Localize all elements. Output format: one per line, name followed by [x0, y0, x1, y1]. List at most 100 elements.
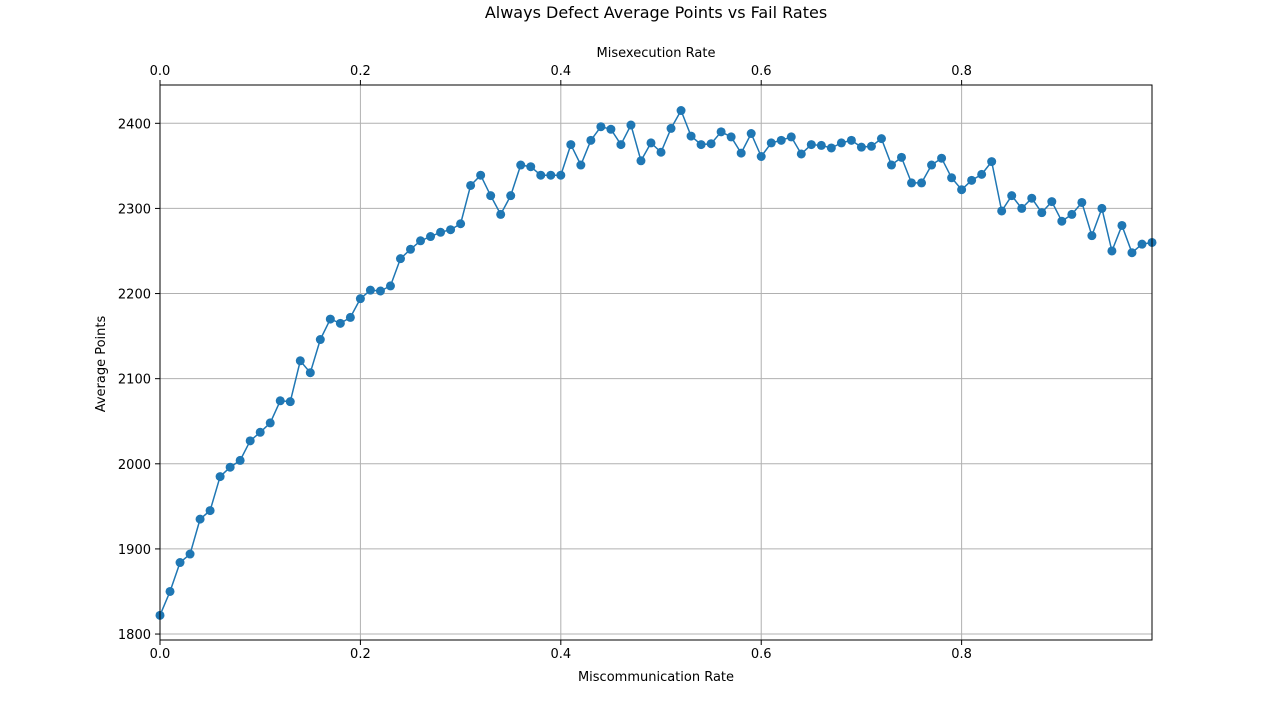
data-point — [516, 160, 526, 170]
data-point — [836, 138, 846, 148]
data-point — [556, 170, 566, 180]
data-point — [1087, 231, 1097, 241]
data-point — [365, 285, 375, 295]
data-point — [626, 120, 636, 130]
data-point — [486, 191, 496, 201]
y-tick-label: 2300 — [118, 202, 151, 217]
data-point — [466, 180, 476, 190]
data-point — [315, 335, 325, 345]
data-point — [1007, 191, 1017, 201]
top-tick-label: 0.8 — [951, 64, 972, 79]
data-point — [265, 418, 275, 428]
data-point — [886, 160, 896, 170]
data-point — [345, 312, 355, 322]
data-point — [646, 138, 656, 148]
data-point — [1077, 197, 1087, 207]
plot-frame — [159, 84, 1153, 641]
data-point — [195, 514, 205, 524]
data-point — [205, 506, 215, 516]
data-point — [1027, 193, 1037, 203]
data-point — [1137, 239, 1147, 249]
data-point — [586, 135, 596, 145]
data-point — [756, 152, 766, 162]
data-point — [185, 549, 195, 559]
top-tick-label: 0.2 — [350, 64, 371, 79]
data-point — [165, 586, 175, 596]
y-tick-label: 2000 — [118, 458, 151, 473]
x-tick-label: 0.0 — [150, 647, 171, 662]
data-point — [977, 169, 987, 179]
data-point — [476, 170, 486, 180]
data-point — [846, 135, 856, 145]
data-point — [426, 232, 436, 242]
data-point — [536, 170, 546, 180]
x-axis-label: Miscommunication Rate — [578, 670, 734, 685]
data-point — [1127, 248, 1137, 258]
data-point — [546, 170, 556, 180]
data-point — [506, 191, 516, 201]
y-tick-label: 2400 — [118, 117, 151, 132]
data-point — [496, 209, 506, 219]
x-tick-label: 0.6 — [751, 647, 772, 662]
data-point — [806, 140, 816, 150]
data-series — [155, 106, 1157, 620]
data-point — [446, 225, 456, 235]
data-point — [385, 281, 395, 291]
data-point — [987, 157, 997, 167]
y-tick-label: 2200 — [118, 288, 151, 303]
data-point — [937, 153, 947, 163]
data-point — [375, 286, 385, 296]
data-point — [235, 455, 245, 465]
top-tick-label: 0.6 — [751, 64, 772, 79]
top-tick-label: 0.4 — [550, 64, 571, 79]
data-point — [406, 244, 416, 254]
data-point — [1057, 216, 1067, 226]
data-point — [456, 219, 466, 229]
x-tick-label: 0.2 — [350, 647, 371, 662]
chart-title: Always Defect Average Points vs Fail Rat… — [485, 3, 827, 22]
series-line — [159, 109, 1153, 616]
data-point — [796, 149, 806, 159]
data-point — [696, 140, 706, 150]
y-tick-label: 1900 — [118, 543, 151, 558]
data-point — [1047, 197, 1057, 207]
top-tick-label: 0.0 — [150, 64, 171, 79]
data-point — [395, 254, 405, 264]
data-point — [876, 134, 886, 144]
data-point — [285, 397, 295, 407]
data-point — [726, 132, 736, 142]
grid-lines — [159, 85, 1152, 640]
data-point — [255, 427, 265, 437]
data-point — [766, 138, 776, 148]
data-point — [295, 356, 305, 366]
data-point — [215, 472, 225, 482]
data-point — [436, 227, 446, 237]
data-point — [736, 148, 746, 158]
data-point — [275, 396, 285, 406]
data-point — [1067, 209, 1077, 219]
data-point — [666, 123, 676, 133]
data-point — [686, 131, 696, 141]
data-point — [606, 124, 616, 134]
data-point — [245, 436, 255, 446]
x-tick-label: 0.8 — [951, 647, 972, 662]
data-point — [746, 129, 756, 139]
data-point — [416, 236, 426, 246]
data-point — [957, 185, 967, 195]
data-point — [816, 140, 826, 150]
data-point — [636, 156, 646, 166]
data-point — [616, 140, 626, 150]
data-point — [355, 294, 365, 304]
data-point — [676, 106, 686, 116]
data-point — [566, 140, 576, 150]
data-point — [225, 462, 235, 472]
axis-ticks: 0.0 0.0 0.2 0.2 0.4 0.4 0.6 0.6 0.8 0.8 1800 1900 20… — [118, 64, 972, 662]
data-point — [1037, 208, 1047, 218]
data-point — [997, 206, 1007, 216]
data-point — [927, 160, 937, 170]
top-axis-label: Misexecution Rate — [597, 46, 716, 61]
data-point — [917, 178, 927, 188]
data-point — [716, 127, 726, 137]
data-point — [335, 318, 345, 328]
